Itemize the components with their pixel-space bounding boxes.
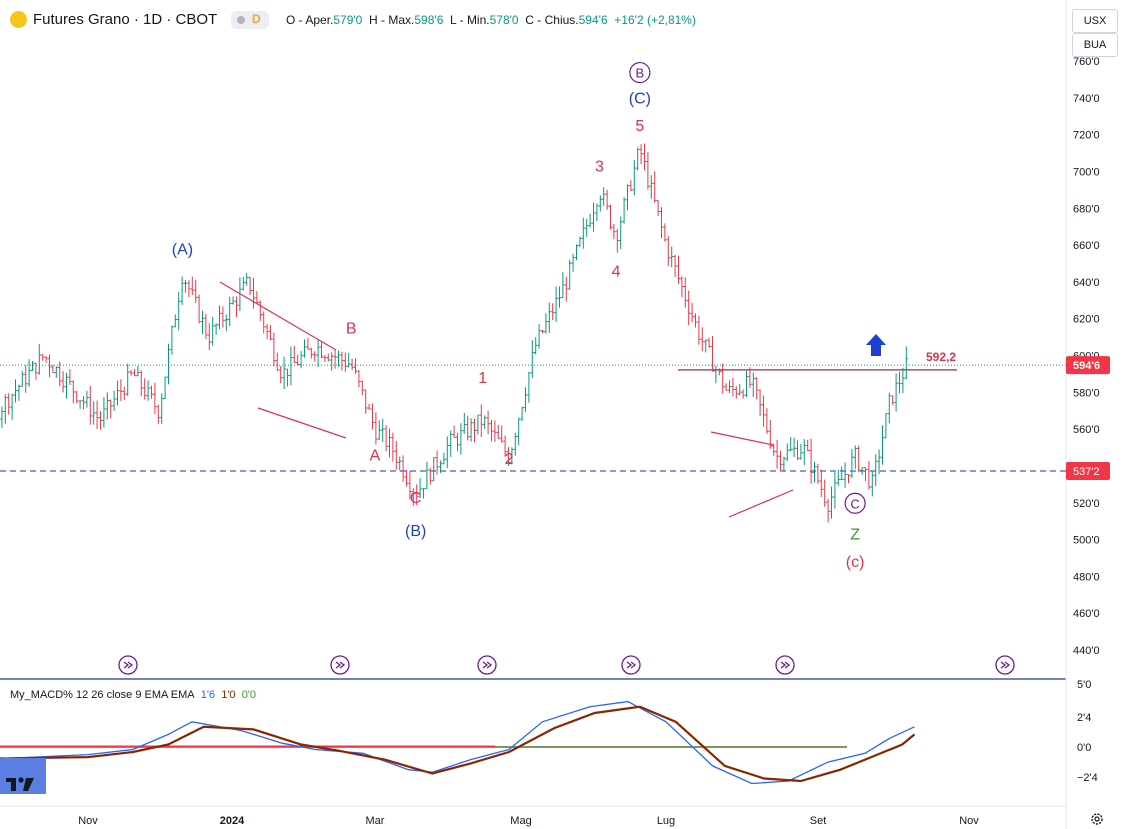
price-axis-tick: 520'0 <box>1073 498 1100 510</box>
price-axis-tick: 440'0 <box>1073 645 1100 657</box>
signal-value: 1'0 <box>221 689 236 701</box>
trendline[interactable] <box>257 407 347 439</box>
trendline[interactable] <box>728 489 794 518</box>
ohlc-readout: O - Aper.579'0 H - Max.598'6 L - Min.578… <box>286 13 696 27</box>
open-label: O - Aper. <box>286 13 334 27</box>
time-axis-tick: Mag <box>510 815 531 827</box>
price-axis-tick: 620'0 <box>1073 314 1100 326</box>
delayed-badge: D <box>252 12 261 26</box>
unit-selector[interactable]: BUA <box>1072 33 1118 57</box>
price-axis-tick: 720'0 <box>1073 130 1100 142</box>
support-price-tag <box>1066 461 1110 480</box>
last-price-label: 594'6 <box>1073 360 1100 372</box>
up-arrow-icon[interactable] <box>866 334 886 356</box>
data-source-badge[interactable] <box>231 11 269 29</box>
time-axis-tick: Set <box>810 815 827 827</box>
price-axis-tick: 580'0 <box>1073 387 1100 399</box>
open-value: 579'0 <box>333 13 363 27</box>
wave-label: C <box>410 490 422 507</box>
event-marker-chevrons <box>780 661 791 669</box>
wave-label: C <box>850 496 859 511</box>
wave-circle-marker <box>629 61 651 84</box>
status-dot-icon <box>237 16 245 24</box>
wave-label: 5 <box>635 118 644 135</box>
chart-header: Futures Grano · 1D · CBOT D O - Aper.579… <box>0 0 1066 40</box>
resistance-label: 592,2 <box>926 350 956 364</box>
macd-series-line <box>0 700 915 785</box>
last-price-tag <box>1066 356 1110 375</box>
change-value: +16'2 (+2,81%) <box>614 13 696 27</box>
wave-label: 2 <box>505 451 514 468</box>
time-axis-tick: Lug <box>657 815 675 827</box>
wave-label: (C) <box>629 90 651 107</box>
event-marker-chevrons <box>123 661 134 669</box>
price-axis-tick: 740'0 <box>1073 93 1100 105</box>
price-axis-tick: 460'0 <box>1073 608 1100 620</box>
time-axis-tick: Mar <box>366 815 385 827</box>
symbol-title[interactable]: Futures Grano · 1D · CBOT <box>33 11 218 28</box>
macd-value: 1'6 <box>200 689 216 701</box>
wave-label: B <box>346 320 357 337</box>
wave-label: B <box>636 66 645 81</box>
wave-label: Z <box>850 527 860 544</box>
wave-label: A <box>370 447 381 464</box>
event-marker-chevrons <box>1000 661 1011 669</box>
low-value: 578'0 <box>489 13 519 27</box>
symbol-logo-icon <box>10 11 27 28</box>
close-label: C - Chius. <box>525 13 579 27</box>
wave-label: (c) <box>846 554 865 571</box>
time-axis-tick: Nov <box>78 815 98 827</box>
macd-axis-tick: −2'4 <box>1077 772 1098 784</box>
price-axis-tick: 700'0 <box>1073 166 1100 178</box>
price-axis-tick: 480'0 <box>1073 571 1100 583</box>
macd-axis-tick: 2'4 <box>1077 712 1091 724</box>
tradingview-logo-icon[interactable] <box>0 758 46 794</box>
trendline[interactable] <box>710 431 774 446</box>
high-label: H - Max. <box>369 13 415 27</box>
price-axis-tick: 660'0 <box>1073 240 1100 252</box>
support-price-label: 537'2 <box>1073 466 1100 478</box>
price-axis-tick: 500'0 <box>1073 535 1100 547</box>
low-label: L - Min. <box>450 13 490 27</box>
high-value: 598'6 <box>414 13 444 27</box>
wave-circle-marker <box>844 492 866 514</box>
currency-selector[interactable]: USX <box>1072 9 1118 33</box>
close-value: 594'6 <box>578 13 608 27</box>
wave-label: 1 <box>478 370 487 387</box>
settings-gear-icon[interactable] <box>1089 811 1105 827</box>
macd-axis-tick: 0'0 <box>1077 742 1091 754</box>
macd-title: My_MACD% 12 26 close 9 EMA EMA <box>10 689 195 701</box>
event-marker-chevrons <box>626 661 637 669</box>
macd-axis-tick: 5'0 <box>1077 679 1091 691</box>
time-axis-tick: 2024 <box>220 815 245 827</box>
price-axis-tick: 560'0 <box>1073 424 1100 436</box>
trendline[interactable] <box>219 281 337 351</box>
price-axis-tick: 680'0 <box>1073 203 1100 215</box>
event-marker-chevrons <box>482 661 493 669</box>
zero-value: 0'0 <box>241 689 257 701</box>
price-axis-tick: 760'0 <box>1073 56 1100 68</box>
time-axis-tick: Nov <box>959 815 979 827</box>
event-marker-chevrons <box>335 661 346 669</box>
wave-label: 4 <box>612 263 621 280</box>
macd-legend: My_MACD% 12 26 close 9 EMA EMA 1'6 1'0 0… <box>10 689 256 701</box>
macd-series-line <box>0 705 916 783</box>
wave-label: 3 <box>595 158 604 175</box>
wave-label: (A) <box>172 241 193 258</box>
wave-label: (B) <box>405 523 426 540</box>
price-axis-tick: 640'0 <box>1073 277 1100 289</box>
